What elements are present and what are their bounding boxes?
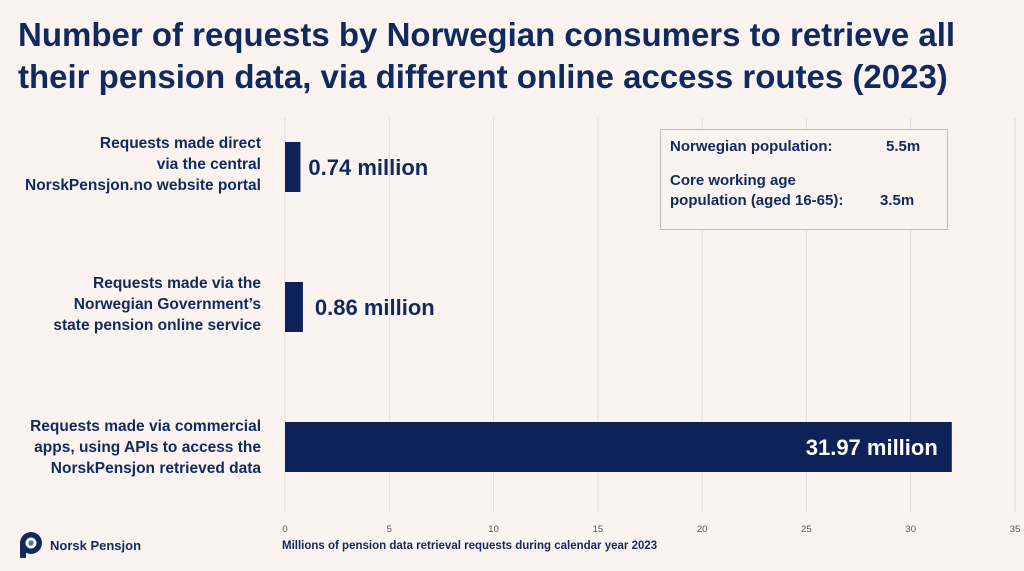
logo-text: Norsk Pensjon <box>50 537 142 553</box>
x-tick-label: 15 <box>593 524 604 535</box>
data-label: 0.74 million <box>308 155 428 180</box>
bar <box>285 422 952 472</box>
category-label-line: NorskPensjon.no website portal <box>25 177 261 194</box>
category-label-line: apps, using APIs to access the <box>34 439 261 456</box>
x-tick-label: 25 <box>801 524 812 535</box>
chart-title-line-2: their pension data, via different online… <box>18 58 948 95</box>
category-label-line: state pension online service <box>53 317 261 334</box>
category-label-line: NorskPensjon retrieved data <box>50 460 261 477</box>
working-age-value: 3.5m <box>880 192 915 209</box>
working-age-label-line-2: population (aged 16-65): <box>670 192 844 209</box>
x-tick-label: 5 <box>387 524 392 535</box>
norsk-pensjon-logo-icon <box>20 532 42 558</box>
bar <box>285 142 301 192</box>
data-label: 31.97 million <box>806 435 938 460</box>
population-info-box: Norwegian population: 5.5m Core working … <box>660 129 948 230</box>
chart-title-line-1: Number of requests by Norwegian consumer… <box>18 16 956 53</box>
x-tick-label: 35 <box>1010 524 1021 535</box>
x-tick-label: 20 <box>697 524 708 535</box>
category-label-line: via the central <box>156 156 261 173</box>
population-label: Norwegian population: <box>670 138 833 155</box>
norsk-pensjon-logo: Norsk Pensjon <box>18 531 141 559</box>
data-label: 0.86 million <box>315 295 435 320</box>
bar <box>285 282 303 332</box>
working-age-label-line-1: Core working age <box>670 172 796 189</box>
x-tick-label: 30 <box>905 524 916 535</box>
category-label-line: Requests made via the <box>93 275 261 292</box>
category-label-line: Norwegian Government’s <box>73 296 261 313</box>
population-value: 5.5m <box>886 138 921 155</box>
category-label-line: Requests made via commercial <box>30 418 261 435</box>
category-label-government: Requests made via the Norwegian Governme… <box>3 273 261 336</box>
category-label-line: Requests made direct <box>99 135 261 152</box>
chart-title: Number of requests by Norwegian consumer… <box>18 14 1008 98</box>
category-label-portal: Requests made direct via the central Nor… <box>3 133 261 196</box>
x-tick-label: 10 <box>488 524 499 535</box>
x-axis-label: Millions of pension data retrieval reque… <box>282 540 658 552</box>
x-tick-label: 0 <box>282 524 287 535</box>
category-label-commercial-apps: Requests made via commercial apps, using… <box>3 416 261 479</box>
